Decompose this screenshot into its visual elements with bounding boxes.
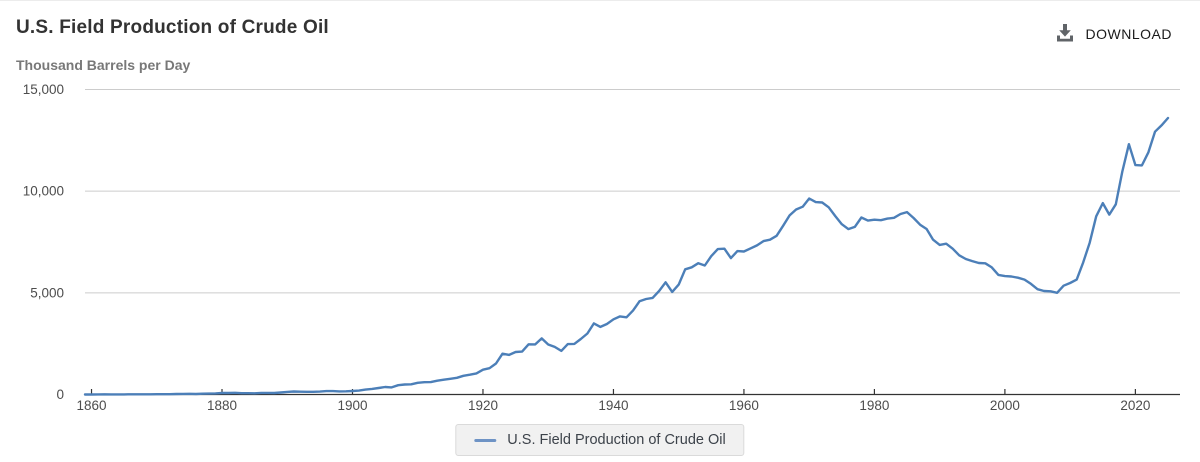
x-tick-label: 1960 <box>729 398 759 413</box>
x-tick-label: 2000 <box>990 398 1020 413</box>
page-title: U.S. Field Production of Crude Oil <box>16 17 329 38</box>
x-tick-label: 2020 <box>1120 398 1150 413</box>
y-axis-labels: 0 5,000 10,000 15,000 <box>23 82 64 402</box>
legend[interactable]: U.S. Field Production of Crude Oil <box>455 424 745 456</box>
y-tick-label: 15,000 <box>23 82 64 97</box>
chart-units-label: Thousand Barrels per Day <box>16 57 191 73</box>
y-tick-label: 5,000 <box>30 285 64 300</box>
download-button[interactable]: DOWNLOAD <box>1053 21 1174 46</box>
legend-line-swatch <box>474 438 497 442</box>
x-tick-label: 1920 <box>468 398 498 413</box>
y-tick-label: 0 <box>56 387 64 402</box>
legend-label: U.S. Field Production of Crude Oil <box>507 432 726 448</box>
y-gridlines <box>85 89 1180 294</box>
x-tick-label: 1860 <box>77 398 107 413</box>
x-tick-label: 1980 <box>859 398 889 413</box>
download-icon <box>1055 23 1075 44</box>
x-axis-labels: 1860 1880 1900 1920 1940 1960 1980 2000 2020 <box>77 398 1151 413</box>
y-tick-label: 10,000 <box>23 184 64 199</box>
series-line-crude-oil[interactable] <box>83 116 1170 396</box>
x-tick-label: 1940 <box>598 398 628 413</box>
download-label: DOWNLOAD <box>1085 25 1172 42</box>
x-tick-label: 1880 <box>207 398 237 413</box>
x-tick-label: 1900 <box>337 398 367 413</box>
